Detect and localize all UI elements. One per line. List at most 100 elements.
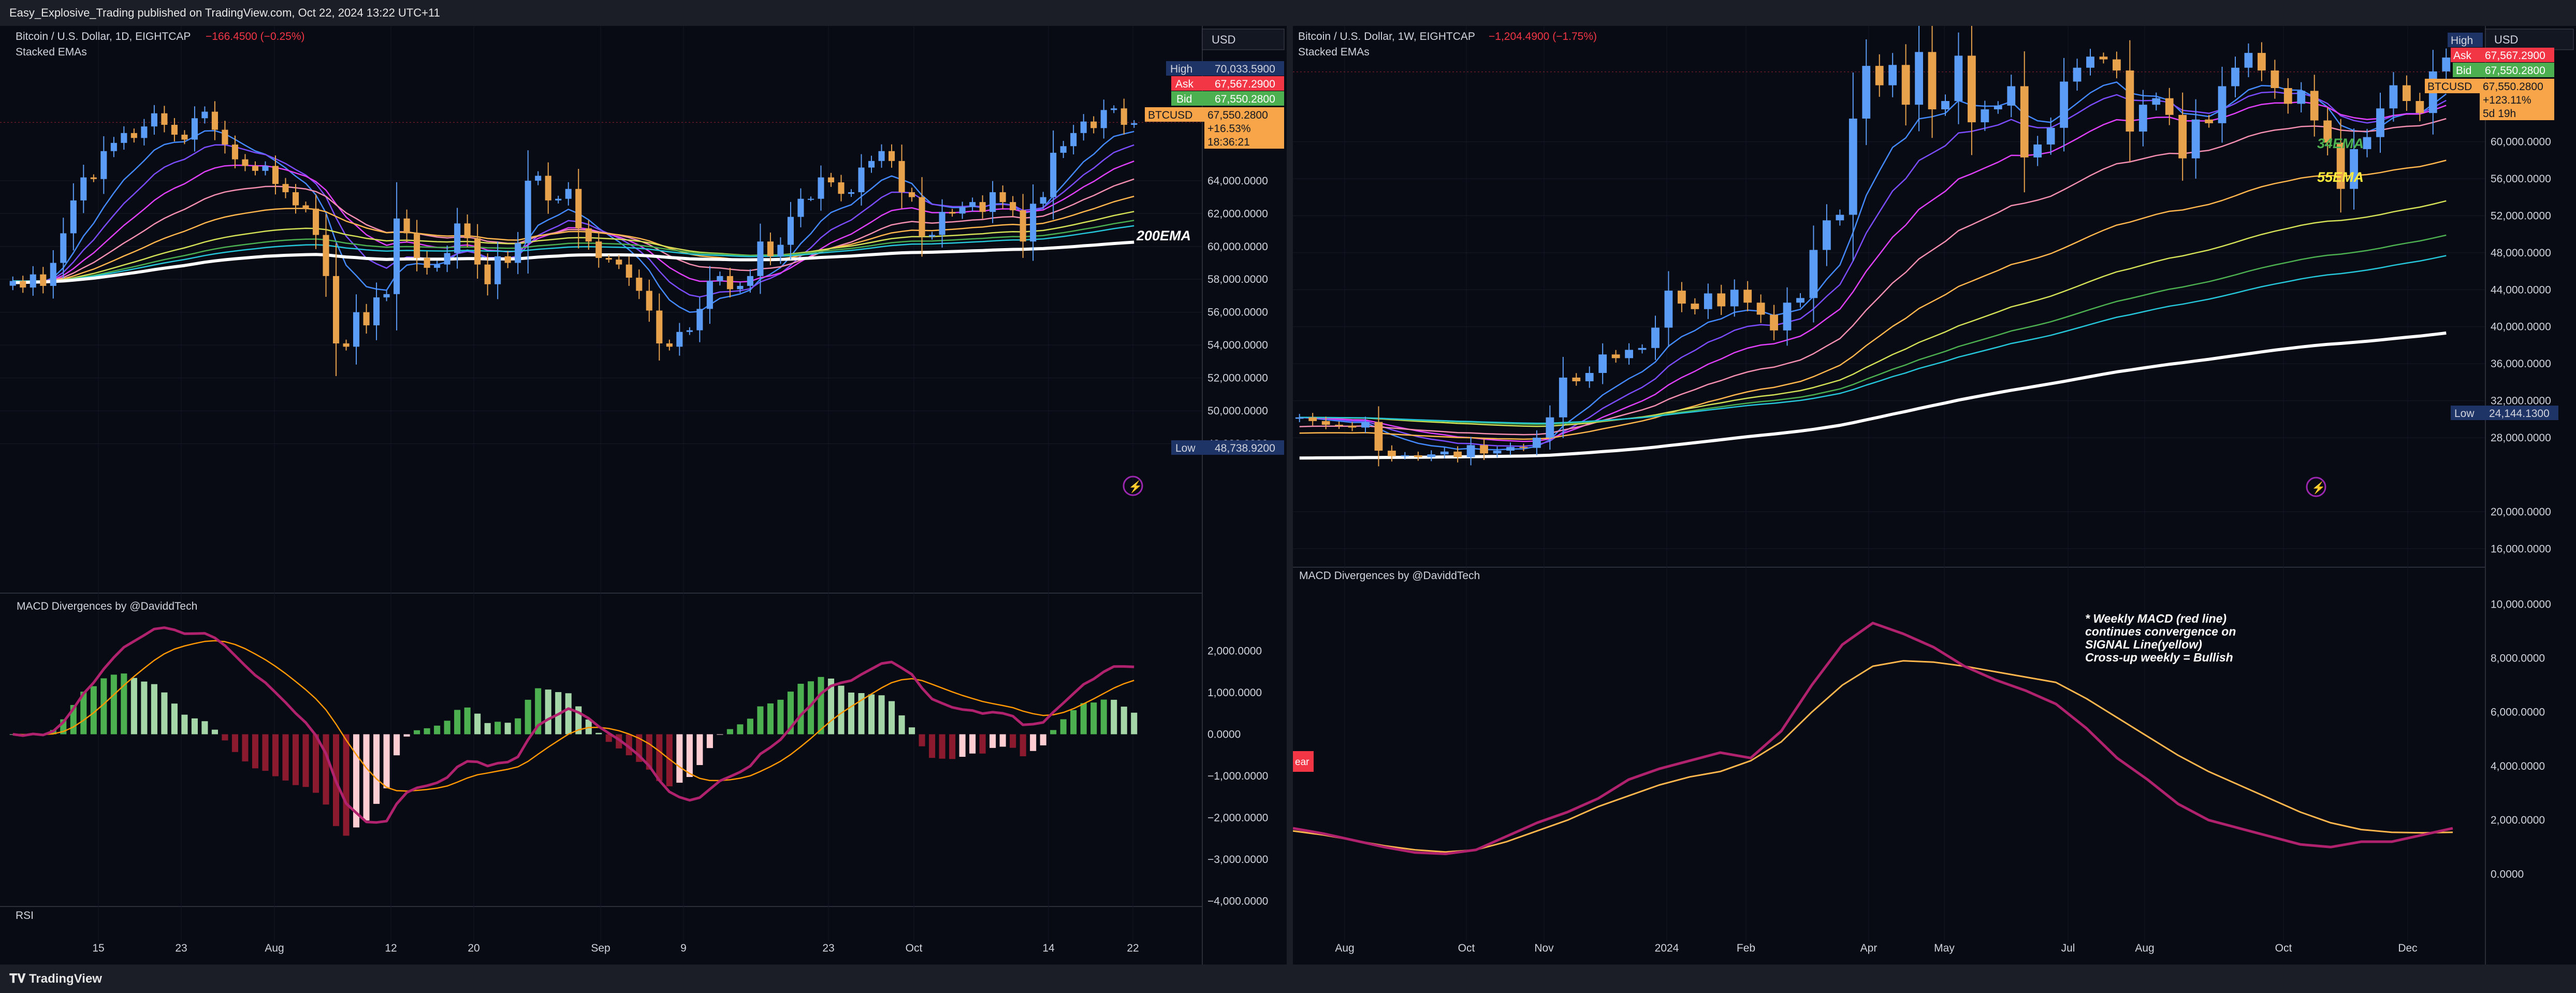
macd-histogram-bar [1020,734,1026,757]
candle-body [616,260,622,265]
price-tick-label: 48,000.0000 [2491,247,2551,259]
weekly-lightning-icon[interactable] [2306,477,2326,497]
macd-histogram-bar [858,693,865,735]
daily-bid-value: 67,550.2800 [1215,93,1275,105]
candle-body [1678,291,1686,304]
candle-body [1010,202,1016,210]
daily-change: −166.4500 (−0.25%) [206,31,304,42]
macd-histogram-bar [262,734,269,771]
macd-histogram-bar [959,734,966,757]
daily-chart-svg[interactable]: 64,000.0000 62,000.0000 60,000.0000 58,000.… [0,26,1287,965]
panel-separator[interactable] [1287,26,1293,965]
macd-histogram-bar [1010,734,1016,748]
macd-histogram-bar [252,734,259,769]
macd-histogram-bar [272,734,279,776]
price-tick-label: 16,000.0000 [2491,543,2551,555]
candle-body [262,166,269,171]
daily-indicator-name: Stacked EMAs [16,46,87,58]
daily-pct-change: +16.53% [1207,123,1251,135]
macd-histogram-bar [141,681,148,735]
candle-body [394,218,400,294]
candle-body [656,310,663,343]
candle-body [1388,451,1396,456]
macd-tick-label: 0.0000 [2491,868,2524,880]
ema-200-line [1299,331,2447,460]
candle-body [1598,354,1607,373]
weekly-currency-box[interactable] [2485,28,2574,50]
tradingview-logo[interactable]: 𝐓𝐕 TradingView [9,972,102,986]
price-tick-label: 40,000.0000 [2491,321,2551,333]
time-tick-label: Aug [1335,942,1354,954]
candle-body [1480,445,1488,454]
candle-body [1308,417,1317,421]
macd-histogram-bar [656,734,663,781]
candle-body [2350,149,2358,189]
weekly-change: −1,204.4900 (−1.75%) [1489,31,1597,42]
candle-body [2271,70,2279,88]
macd-histogram-bar [181,714,188,735]
candle-body [706,281,713,309]
candle-body [323,235,329,276]
candle-body [312,208,319,235]
daily-currency-box[interactable] [1202,28,1285,50]
daily-last-price: 67,550.2800 [1207,109,1268,121]
candle-body [1849,118,1857,215]
macd-histogram-bar [818,677,824,735]
candle-body [2283,88,2292,104]
macd-histogram-bar [525,699,531,735]
candle-body [1585,373,1594,382]
candle-body [454,223,461,253]
candle-body [1651,327,1660,348]
candle-body [1611,354,1620,358]
time-tick-label: 2024 [1655,942,1679,954]
weekly-chart-svg[interactable]: 60,000.0000 56,000.0000 52,000.0000 48,000.… [1293,26,2576,965]
macd-histogram-bar [898,715,905,735]
macd-tick-label: −2,000.0000 [1207,812,1268,824]
candle-body [2007,86,2016,106]
macd-histogram-bar [302,734,309,787]
price-tick-label: 60,000.0000 [1207,241,1268,253]
candle-body [434,264,441,268]
candle-body [1756,303,1765,315]
candle-body [535,176,542,181]
lightning-icon[interactable] [1123,476,1143,496]
lightning-glyph-icon: ⚡ [1128,480,1142,494]
weekly-macd-badge-text: ear [1295,757,1309,768]
macd-histogram-bar [878,695,885,735]
price-tick-label: 58,000.0000 [1207,274,1268,285]
candle-body [1131,123,1138,125]
macd-tick-label: 8,000.0000 [2491,653,2545,665]
chart-panel-weekly[interactable]: 60,000.0000 56,000.0000 52,000.0000 48,000.… [1293,26,2576,965]
weekly-grid [1293,26,2486,965]
candle-body [1440,451,1449,455]
macd-histogram-bar [868,694,875,735]
macd-tick-label: −4,000.0000 [1207,896,1268,908]
candle-body [2336,142,2345,189]
candle-body [242,159,249,166]
candle-body [30,274,36,288]
publisher-text: Easy_Explosive_Trading published on Trad… [9,6,440,19]
tradingview-logo-icon: 𝐓𝐕 [9,972,30,986]
weekly-high-label: High [2451,35,2473,47]
candle-body [2415,101,2424,113]
macd-histogram-bar [424,728,430,735]
chart-panel-daily[interactable]: 64,000.0000 62,000.0000 60,000.0000 58,000.… [0,26,1287,965]
candle-body [252,166,259,171]
candle-body [1493,451,1502,454]
macd-histogram-bar [363,734,370,821]
candle-body [818,177,824,199]
macd-histogram-bar [777,699,784,735]
macd-tick-label: −1,000.0000 [1207,770,1268,782]
macd-histogram-bar [757,706,764,735]
time-tick-label: 22 [1127,942,1139,954]
macd-histogram-bar [676,734,683,783]
macd-note-line-1: * Weekly MACD (red line) [2085,612,2226,625]
candle-body [2258,53,2266,71]
macd-histogram-bar [545,689,551,735]
candle-body [191,118,198,140]
candle-body [2165,98,2174,115]
candle-body [151,113,157,127]
candle-body [231,145,238,160]
candle-body [504,256,511,263]
daily-bid-label: Bid [1176,93,1192,105]
